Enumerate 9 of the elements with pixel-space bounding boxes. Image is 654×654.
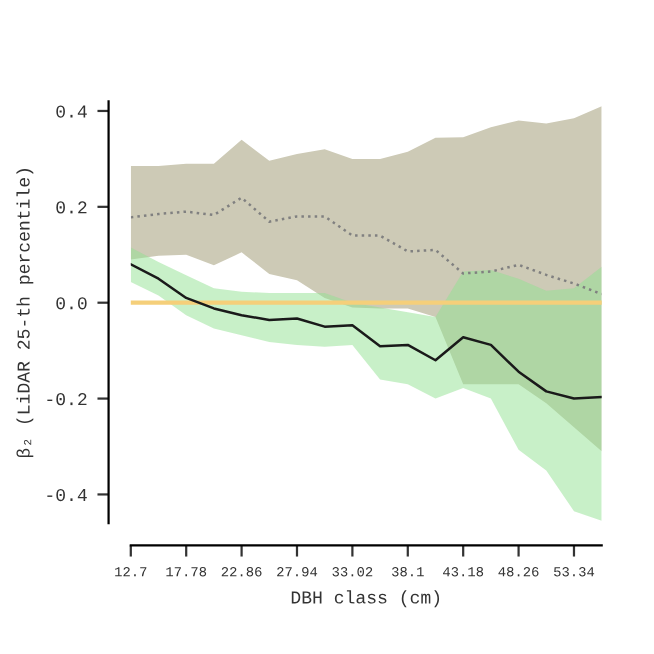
- y-tick-label: -0.2: [47, 393, 87, 406]
- y-axis-title: β₂ (LiDAR 25-th percentile): [16, 169, 34, 458]
- line-series: [130, 196, 602, 296]
- y-tick-label: 0.4: [56, 105, 87, 118]
- y-tick-label: 0.0: [56, 297, 87, 310]
- x-axis-title: DBH class (cm): [291, 590, 440, 608]
- y-tick-label: 0.2: [56, 201, 87, 214]
- line-series: [130, 263, 602, 400]
- y-tick-label: -0.4: [47, 488, 87, 502]
